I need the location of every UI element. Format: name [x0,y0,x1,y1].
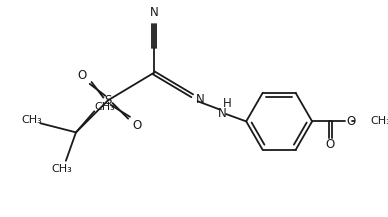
Text: N: N [196,93,204,106]
Text: O: O [78,69,87,82]
Text: CH₃: CH₃ [22,115,42,125]
Text: S: S [104,94,112,107]
Text: N: N [149,6,158,19]
Text: CH₃: CH₃ [94,102,115,112]
Text: O: O [133,118,142,132]
Text: CH₃: CH₃ [371,116,388,126]
Text: CH₃: CH₃ [52,164,73,174]
Text: O: O [326,138,335,151]
Text: H: H [223,97,231,110]
Text: O: O [346,115,355,128]
Text: N: N [218,107,227,120]
